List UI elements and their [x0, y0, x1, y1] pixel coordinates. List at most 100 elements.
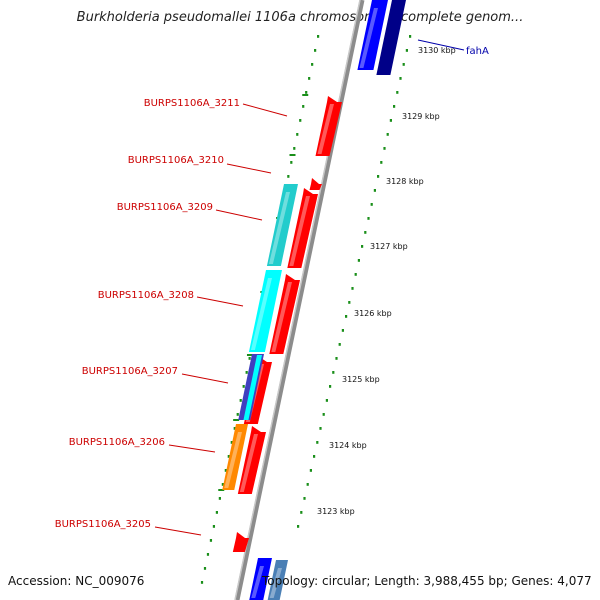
inner-track-dot: [218, 497, 221, 500]
outer-track-dot: [383, 147, 386, 150]
label-leader-line: [242, 103, 288, 117]
inner-track-dot: [293, 147, 296, 150]
outer-track-dot: [409, 35, 412, 38]
gene-block-navy[interactable]: [376, 0, 406, 75]
gene-label[interactable]: BURPS1106A_3206: [69, 437, 165, 448]
outer-track-dot: [396, 91, 399, 94]
inner-track-dot: [233, 427, 236, 430]
scale-label: 3124 kbp: [329, 441, 367, 450]
inner-track-dot: [239, 399, 242, 402]
outer-track-dot: [351, 287, 354, 290]
cds-BURPS1106A_3209[interactable]: [287, 188, 318, 268]
gene-labels: fahA BURPS1106A_3211 BURPS1106A_3210 BURPS1…: [55, 39, 489, 536]
label-leader-line: [154, 526, 202, 536]
label-leader-line: [196, 296, 244, 307]
inner-track-dot: [317, 35, 320, 38]
inner-track-dot: [245, 371, 248, 374]
outer-track-dot: [386, 133, 389, 136]
block-orange-3206[interactable]: [222, 424, 248, 490]
cds-BURPS1106A_3205[interactable]: [232, 532, 249, 552]
gene-block-steel-bottom[interactable]: [267, 560, 288, 600]
gene-label[interactable]: BURPS1106A_3205: [55, 519, 151, 530]
gene-label[interactable]: BURPS1106A_3211: [144, 98, 240, 109]
label-leader-line: [181, 373, 229, 384]
scale-label: 3128 kbp: [386, 177, 424, 186]
outer-track-dot: [377, 175, 380, 178]
cds-BURPS1106A_3211[interactable]: [315, 96, 343, 156]
block-lightcyan-3208[interactable]: [248, 270, 282, 352]
inner-track-dot: [308, 77, 311, 80]
label-leader-line: [417, 39, 465, 51]
inner-track-dot: [221, 483, 224, 486]
outer-track-dot: [373, 189, 376, 192]
outer-track-dot: [316, 441, 319, 444]
outer-track-dot: [367, 217, 370, 220]
outer-track-dot: [306, 483, 309, 486]
accession-text: Accession: NC_009076: [8, 574, 145, 588]
block-cyan-3209[interactable]: [266, 184, 298, 266]
inner-track-dot: [287, 175, 290, 178]
scale-label: 3127 kbp: [370, 242, 408, 251]
gene-label[interactable]: BURPS1106A_3208: [98, 290, 194, 301]
outer-track-dot: [329, 385, 332, 388]
gene-block-blue[interactable]: [357, 0, 388, 70]
outer-track-dot: [380, 161, 383, 164]
inner-track-dot: [242, 385, 245, 388]
inner-track-dot: [230, 441, 233, 444]
gene-label[interactable]: BURPS1106A_3207: [82, 366, 178, 377]
tick-dots: [200, 35, 412, 584]
outer-track-dot: [341, 329, 344, 332]
outer-track-dot: [303, 497, 306, 500]
cds-BURPS1106A_3210[interactable]: [309, 178, 323, 190]
scale-label: 3129 kbp: [402, 112, 440, 121]
outer-track-dot: [297, 525, 300, 528]
scale-label: 3130 kbp: [418, 46, 456, 55]
scale-labels: 3130 kbp 3129 kbp 3128 kbp 3127 kbp 3126 kbp…: [317, 46, 456, 516]
gene-label[interactable]: fahA: [466, 46, 489, 57]
inner-track-dot: [290, 161, 293, 164]
outer-track-dot: [402, 63, 405, 66]
outer-track-dot: [348, 301, 351, 304]
scale-label: 3125 kbp: [342, 375, 380, 384]
inner-track-dot: [248, 357, 251, 360]
block-cyan-3207[interactable]: [243, 355, 262, 420]
outer-track-dot: [357, 259, 360, 262]
inner-track-dot: [200, 581, 204, 584]
inner-track-dot: [203, 567, 207, 570]
map-title: Burkholderia pseudomallei 1106a chromoso…: [76, 10, 524, 25]
cds-BURPS1106A_3206[interactable]: [237, 426, 266, 494]
outer-track-dot: [399, 77, 402, 80]
gene-block-blue-bottom[interactable]: [249, 558, 272, 600]
features: [222, 0, 406, 600]
inner-track-dot: [302, 105, 305, 108]
scale-label: 3123 kbp: [317, 507, 355, 516]
label-leader-line: [226, 163, 272, 174]
gene-label[interactable]: BURPS1106A_3210: [128, 155, 224, 166]
backbone: [234, 0, 365, 600]
outer-track-dot: [345, 315, 348, 318]
inner-track-dot: [215, 511, 218, 514]
outer-track-dot: [338, 343, 341, 346]
inner-track-dot: [206, 553, 210, 556]
inner-track-dot: [212, 525, 216, 528]
inner-track-dot: [311, 63, 314, 66]
gene-label[interactable]: BURPS1106A_3209: [117, 202, 213, 213]
outer-track-dot: [405, 49, 408, 52]
cds-BURPS1106A_3208[interactable]: [269, 274, 300, 354]
outer-track-dot: [322, 413, 325, 416]
outer-track-dot: [332, 371, 335, 374]
inner-track-dot: [299, 119, 302, 122]
inner-track-dot: [224, 469, 227, 472]
summary-text: Topology: circular; Length: 3,988,455 bp…: [262, 574, 592, 588]
inner-track-dot: [305, 91, 308, 94]
inner-track-dot: [227, 455, 230, 458]
label-leader-line: [215, 209, 263, 221]
outer-track-dot: [370, 203, 373, 206]
scale-label: 3126 kbp: [354, 309, 392, 318]
outer-track-dot: [300, 511, 303, 514]
inner-track-dot: [296, 133, 299, 136]
label-leader-line: [168, 444, 216, 453]
inner-track-dot: [314, 49, 317, 52]
outer-track-dot: [364, 231, 367, 234]
